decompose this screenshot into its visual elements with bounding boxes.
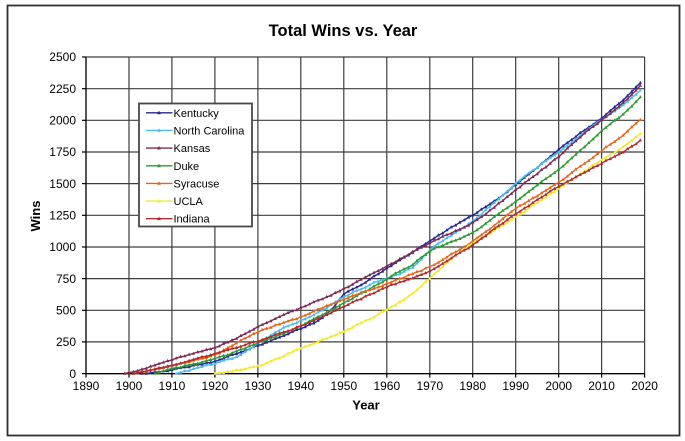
svg-text:1890: 1890: [73, 379, 100, 393]
svg-text:1920: 1920: [202, 379, 229, 393]
svg-text:1980: 1980: [459, 379, 486, 393]
svg-text:500: 500: [56, 304, 76, 318]
svg-text:2500: 2500: [49, 50, 76, 64]
svg-text:Syracuse: Syracuse: [174, 178, 220, 190]
svg-text:Duke: Duke: [174, 161, 200, 173]
svg-text:UCLA: UCLA: [174, 196, 204, 208]
svg-text:2000: 2000: [545, 379, 572, 393]
svg-text:250: 250: [56, 335, 76, 349]
svg-text:750: 750: [56, 272, 76, 286]
svg-text:Kansas: Kansas: [174, 143, 211, 155]
svg-text:1970: 1970: [416, 379, 443, 393]
svg-text:0: 0: [69, 367, 76, 381]
svg-text:2010: 2010: [588, 379, 615, 393]
svg-text:Year: Year: [352, 398, 379, 413]
svg-text:1910: 1910: [159, 379, 186, 393]
svg-text:2000: 2000: [49, 114, 76, 128]
svg-text:2250: 2250: [49, 82, 76, 96]
svg-text:1000: 1000: [49, 240, 76, 254]
svg-text:1950: 1950: [330, 379, 357, 393]
svg-text:1990: 1990: [502, 379, 529, 393]
svg-text:Wins: Wins: [28, 201, 43, 232]
svg-text:Kentucky: Kentucky: [174, 108, 220, 120]
svg-text:Total Wins vs. Year: Total Wins vs. Year: [269, 22, 418, 40]
svg-text:North Carolina: North Carolina: [174, 125, 246, 137]
svg-text:1900: 1900: [116, 379, 143, 393]
svg-text:1750: 1750: [49, 145, 76, 159]
svg-text:1940: 1940: [287, 379, 314, 393]
svg-text:1250: 1250: [49, 209, 76, 223]
svg-text:2020: 2020: [631, 379, 658, 393]
svg-text:1960: 1960: [373, 379, 400, 393]
svg-text:1930: 1930: [245, 379, 272, 393]
svg-text:1500: 1500: [49, 177, 76, 191]
svg-text:Indiana: Indiana: [174, 214, 211, 226]
